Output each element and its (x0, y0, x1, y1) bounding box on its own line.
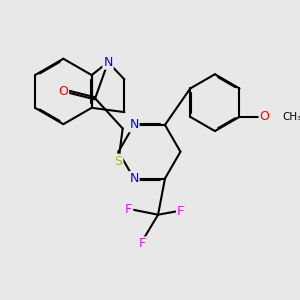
Text: N: N (129, 118, 139, 131)
Text: N: N (103, 56, 113, 69)
Text: F: F (125, 203, 132, 216)
Text: S: S (114, 155, 122, 168)
Text: O: O (260, 110, 269, 123)
Text: O: O (58, 85, 68, 98)
Text: CH₃: CH₃ (283, 112, 300, 122)
Text: F: F (177, 205, 184, 218)
Text: N: N (129, 172, 139, 185)
Text: F: F (139, 238, 146, 250)
